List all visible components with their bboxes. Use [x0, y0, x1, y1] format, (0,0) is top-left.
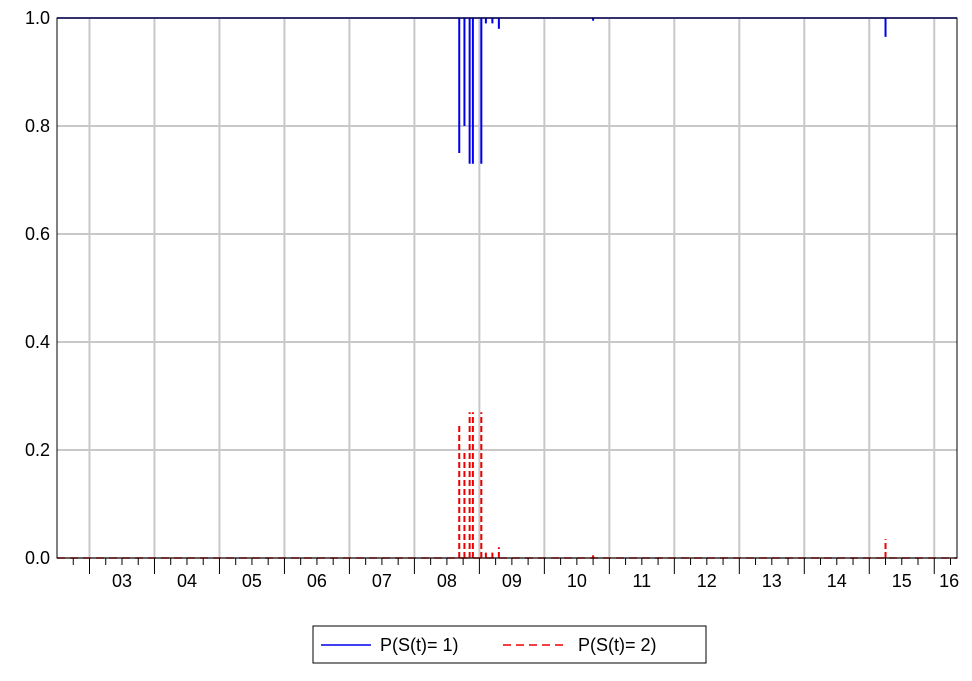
- x-tick-label: 11: [632, 571, 651, 591]
- x-tick-label: 06: [307, 571, 327, 591]
- legend: P(S(t)= 1) P(S(t)= 2): [312, 625, 707, 664]
- x-tick-label: 09: [502, 571, 522, 591]
- x-tick-label: 16: [939, 571, 959, 591]
- y-tick-label: 0.2: [25, 440, 50, 460]
- y-tick-label: 1.0: [25, 8, 50, 28]
- grid: [57, 17, 957, 559]
- x-tick-label: 08: [437, 571, 457, 591]
- legend-label-series-2: P(S(t)= 2): [578, 635, 657, 655]
- x-tick-label: 10: [567, 571, 587, 591]
- x-tick-label: 15: [892, 571, 912, 591]
- x-tick-label: 04: [177, 571, 197, 591]
- x-tick-label: 07: [372, 571, 392, 591]
- x-tick-label: 14: [827, 571, 847, 591]
- y-tick-label: 0.4: [25, 332, 50, 352]
- y-tick-label: 0.6: [25, 224, 50, 244]
- y-tick-label: 0.0: [25, 548, 50, 568]
- x-tick-label: 05: [242, 571, 262, 591]
- x-tick-label: 13: [762, 571, 782, 591]
- series-layer: [57, 17, 957, 559]
- y-tick-label: 0.8: [25, 116, 50, 136]
- x-tick-label: 12: [697, 571, 717, 591]
- axes: 0.0 0.2 0.4 0.6 0.8 1.0 03 04 05 06 07 08 09 10 11 12 13…: [25, 8, 959, 591]
- legend-label-series-1: P(S(t)= 1): [380, 635, 459, 655]
- x-tick-label: 03: [112, 571, 132, 591]
- plot-frame: [56, 17, 958, 559]
